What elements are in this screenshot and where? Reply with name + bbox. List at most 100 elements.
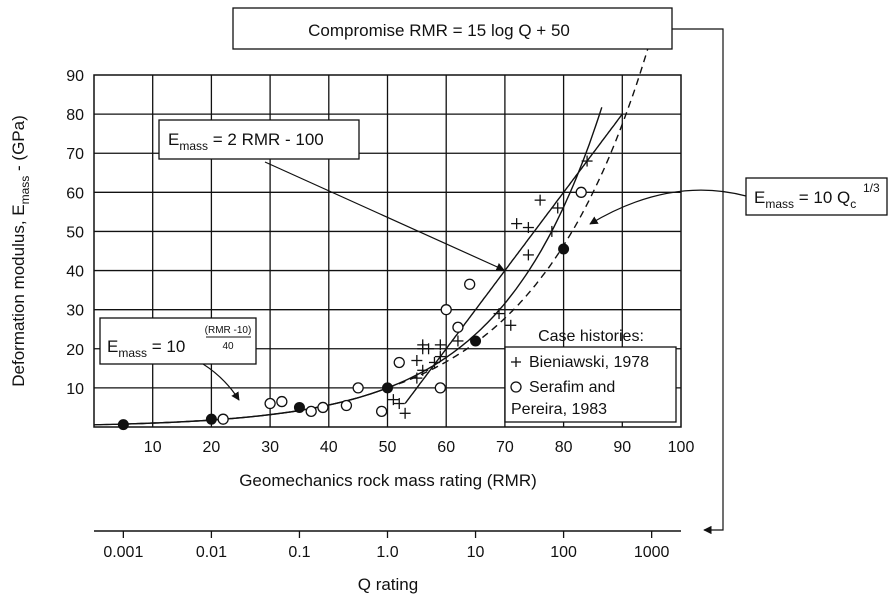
x-tick-label: 90 xyxy=(613,439,631,456)
x-tick-label: 100 xyxy=(668,439,695,456)
q-axis-tick-label: 1.0 xyxy=(376,544,398,561)
legend-entry-serafim: Serafim and xyxy=(529,379,615,396)
compromise-arrow xyxy=(672,28,724,535)
q-eq-csub: c xyxy=(850,197,856,211)
plus-marker xyxy=(552,202,564,214)
y-tick-label: 20 xyxy=(66,342,84,359)
q-eq-rhs: = 10 Q xyxy=(794,188,850,207)
linear-eq-rhs: = 2 RMR - 100 xyxy=(208,130,324,149)
open-circle-marker xyxy=(340,399,353,412)
plus-marker xyxy=(411,372,423,384)
plus-marker xyxy=(411,355,423,367)
x-tick-labels: 10 20 30 40 50 60 70 80 90 100 xyxy=(144,439,695,456)
data-markers xyxy=(117,38,658,431)
x-tick-label: 10 xyxy=(144,439,162,456)
open-circle-marker xyxy=(264,397,276,410)
x-tick-label: 50 xyxy=(379,439,397,456)
y-tick-labels: 10 20 30 40 50 60 70 80 90 xyxy=(66,68,84,398)
x-tick-label: 30 xyxy=(261,439,279,456)
exp-eq-label: Emass = 10 xyxy=(107,337,185,360)
exp-eq-numerator: (RMR -10) xyxy=(205,325,252,336)
y-axis-title: Deformation modulus, Emass - (GPa) xyxy=(9,115,32,387)
filled-circle-marker xyxy=(382,382,393,394)
plus-marker xyxy=(399,407,411,419)
compromise-box xyxy=(232,7,673,50)
open-circle-marker xyxy=(375,405,388,418)
plus-marker xyxy=(393,398,405,410)
plus-marker xyxy=(434,351,446,363)
legend-circle-symbol xyxy=(510,381,522,393)
y-axis-title-tail: - (GPa) xyxy=(9,115,28,175)
q-axis-tick-label: 100 xyxy=(550,544,577,561)
linear-eq-arrow xyxy=(264,161,505,271)
plus-marker xyxy=(581,155,593,167)
open-circle-marker xyxy=(434,382,446,394)
q-axis-tick-label: 0.1 xyxy=(288,544,310,561)
q-eq-box xyxy=(745,177,888,216)
q-eq-exponent: 1/3 xyxy=(863,181,880,195)
linear-eq-sub: mass xyxy=(179,139,208,153)
y-axis-title-sub: mass xyxy=(18,176,32,205)
q-axis-tick-label: 0.001 xyxy=(103,544,143,561)
filled-circle-marker xyxy=(470,335,482,347)
linear-eq-lhs: E xyxy=(168,130,179,149)
x-tick-label: 70 xyxy=(496,439,514,456)
plus-marker xyxy=(434,339,446,351)
linear-eq-box xyxy=(158,119,360,160)
q-eq-arrow xyxy=(589,189,747,225)
filled-circle-marker xyxy=(293,401,305,413)
linear-eq-label: Emass = 2 RMR - 100 xyxy=(168,130,324,153)
q-eq-lhs: E xyxy=(754,188,765,207)
y-tick-label: 90 xyxy=(66,68,84,85)
plus-marker xyxy=(505,319,517,331)
q-eq-sub: mass xyxy=(765,197,794,211)
open-circle-marker xyxy=(217,413,229,425)
q-curve xyxy=(387,4,662,389)
filled-circle-marker xyxy=(558,243,570,255)
filled-circle-marker xyxy=(205,413,217,425)
y-tick-label: 40 xyxy=(66,264,84,281)
legend-entry-bieniawski: Bieniawski, 1978 xyxy=(529,354,649,371)
plus-marker xyxy=(428,356,440,368)
plus-marker xyxy=(423,343,435,355)
compromise-label: Compromise RMR = 15 log Q + 50 xyxy=(308,21,570,40)
plus-marker xyxy=(387,394,399,406)
plus-marker xyxy=(522,249,534,261)
y-tick-label: 10 xyxy=(66,381,84,398)
exp-eq-sub: mass xyxy=(118,346,147,360)
exp-eq-arrow xyxy=(202,363,240,401)
q-axis-ticks: 0.001 0.01 0.1 1.0 10 100 1000 xyxy=(103,531,670,561)
exp-eq-box xyxy=(99,317,257,365)
y-axis-title-main: Deformation modulus, E xyxy=(9,204,28,386)
filled-circle-marker xyxy=(117,419,129,431)
q-axis-tick-label: 0.01 xyxy=(196,544,227,561)
open-circle-marker xyxy=(575,186,587,198)
exp-eq-lhs: E xyxy=(107,337,118,356)
y-tick-label: 70 xyxy=(66,146,84,163)
x-axis-title: Geomechanics rock mass rating (RMR) xyxy=(239,471,537,490)
y-tick-label: 50 xyxy=(66,224,84,241)
exp-eq-denominator: 40 xyxy=(222,341,234,352)
plus-marker xyxy=(546,225,558,237)
x-tick-label: 80 xyxy=(555,439,573,456)
x-tick-label: 20 xyxy=(203,439,221,456)
open-circle-marker xyxy=(452,321,464,333)
q-axis-tick-label: 10 xyxy=(467,544,485,561)
open-circle-marker xyxy=(393,356,405,369)
open-circle-marker xyxy=(276,395,288,408)
q-axis-title: Q rating xyxy=(358,575,418,594)
plus-marker xyxy=(522,222,534,234)
legend-title: Case histories: xyxy=(538,328,644,345)
y-tick-label: 80 xyxy=(66,107,84,124)
open-circle-marker xyxy=(440,304,452,316)
q-eq-label: Emass = 10 Qc xyxy=(754,188,856,211)
open-circle-marker xyxy=(464,278,476,290)
y-tick-label: 30 xyxy=(66,303,84,320)
open-circle-marker xyxy=(305,405,317,418)
plus-marker xyxy=(417,364,429,376)
x-tick-label: 60 xyxy=(437,439,455,456)
legend-entry-pereira: Pereira, 1983 xyxy=(511,401,607,418)
plus-marker xyxy=(417,339,429,351)
legend-plus-symbol xyxy=(511,357,521,367)
